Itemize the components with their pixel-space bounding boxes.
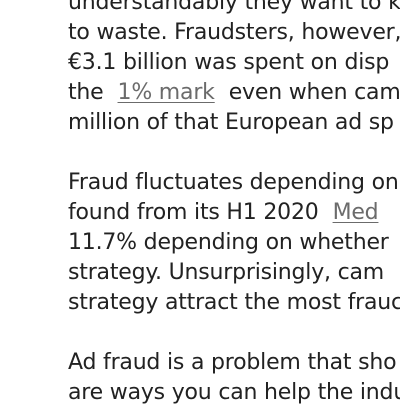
text-fragment: found from its H1 2020: [68, 200, 319, 225]
text-line: Ad fraud is a problem that sho: [68, 350, 397, 375]
paragraph-spacer: [68, 138, 400, 168]
paragraph-spacer: [68, 318, 400, 348]
text-line: €3.1 billion was spent on disp: [68, 50, 390, 75]
text-line: the 1% mark even when cam: [68, 78, 400, 108]
text-fragment: the: [68, 80, 104, 105]
text-line: strategy. Unsurprisingly, cam: [68, 260, 385, 285]
paragraph-1: understandably they want to k to waste. …: [68, 0, 400, 138]
text-line: are ways you can help the indu: [68, 380, 400, 405]
text-line: Fraud fluctuates depending on: [68, 170, 399, 195]
text-fragment: even when cam: [228, 80, 400, 105]
paragraph-2: Fraud fluctuates depending on found from…: [68, 168, 400, 318]
text-line: understandably they want to k: [68, 0, 400, 15]
text-line: million of that European ad sp: [68, 110, 394, 135]
text-line: strategy attract the most frauc: [68, 290, 400, 315]
article-body: understandably they want to k to waste. …: [68, 0, 400, 408]
media-report-link[interactable]: Med: [332, 200, 379, 225]
paragraph-3: Ad fraud is a problem that sho are ways …: [68, 348, 400, 408]
text-line: found from its H1 2020 Med: [68, 198, 400, 228]
text-line: to waste. Fraudsters, however,: [68, 20, 400, 45]
one-percent-mark-link[interactable]: 1% mark: [117, 80, 215, 105]
text-line: 11.7% depending on whether: [68, 230, 389, 255]
